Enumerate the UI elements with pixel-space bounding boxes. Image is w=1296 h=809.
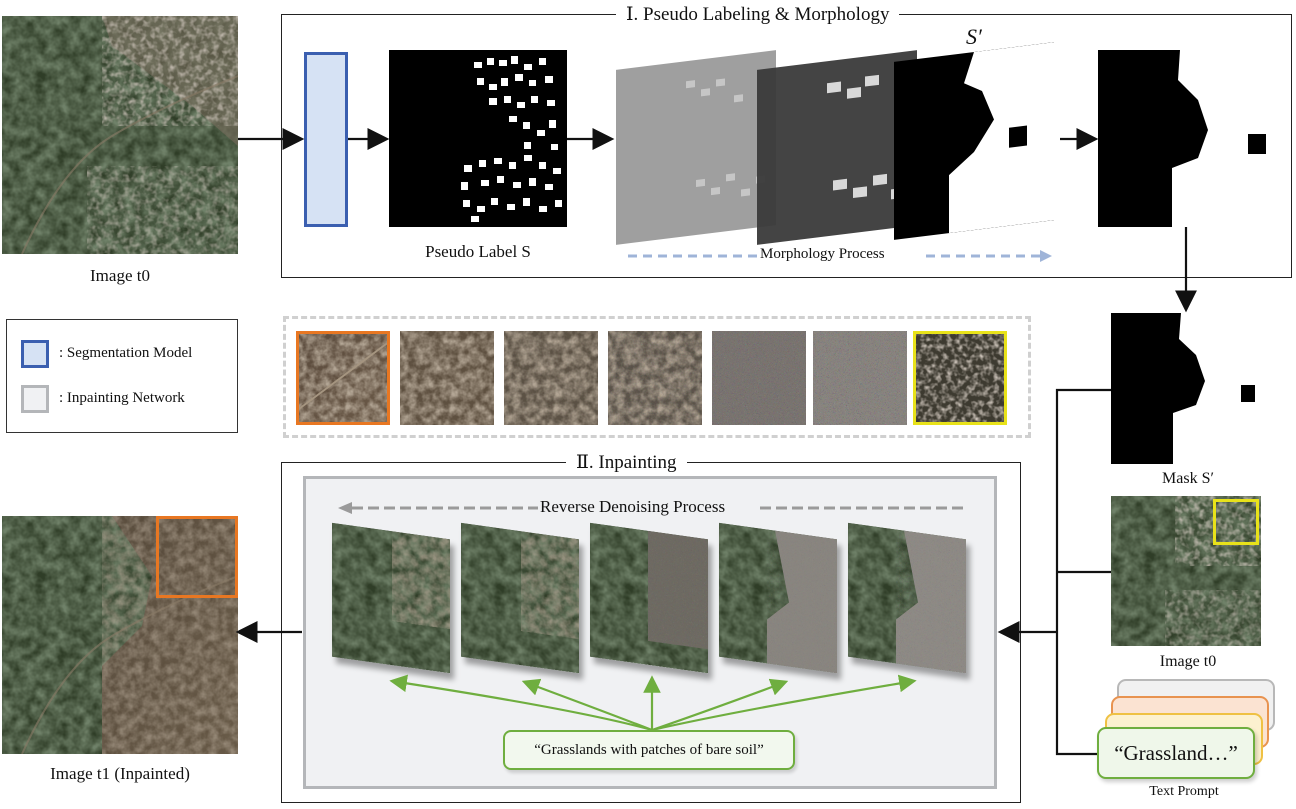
- mask-label: Mask S′: [1162, 470, 1214, 487]
- morphology-caption: Morphology Process: [760, 246, 885, 262]
- thumb-2: [400, 331, 494, 425]
- pseudo-label-caption: Pseudo Label S: [425, 242, 531, 261]
- image-t0-left-label: Image t0: [90, 266, 150, 285]
- morphology-dash-arrows: [628, 250, 1052, 262]
- legend-box: : Segmentation Model : Inpainting Networ…: [6, 319, 238, 433]
- legend-inp-text: : Inpainting Network: [59, 390, 185, 406]
- thumb-6: [813, 331, 907, 425]
- denoise-step-4: [719, 522, 837, 674]
- source-highlight-yellow: [1213, 499, 1259, 545]
- image-t0-right: [1111, 496, 1261, 646]
- thumb-7-yellow: [913, 331, 1007, 425]
- mask-s-prime-right: [1111, 313, 1261, 464]
- prompt-short-text: “Grassland…”: [1114, 741, 1238, 765]
- thumb-3: [504, 331, 598, 425]
- thumb-5: [712, 331, 806, 425]
- image-t1-label: Image t1 (Inpainted): [50, 764, 190, 783]
- reverse-denoising-caption: Reverse Denoising Process: [540, 497, 726, 516]
- thumbnail-strip-frame: [283, 316, 1031, 438]
- legend-seg-text: : Segmentation Model: [59, 345, 193, 361]
- text-prompt-label: Text Prompt: [1149, 784, 1219, 799]
- denoise-step-3: [590, 522, 708, 674]
- stage2-title: Ⅱ. Inpainting: [566, 451, 687, 474]
- morphology-panel-3: [894, 42, 1054, 240]
- image-t1-inpainted: [2, 516, 238, 754]
- pseudo-label-image: [389, 50, 567, 227]
- prompt-text-box: “Grasslands with patches of bare soil”: [503, 730, 795, 770]
- legend-inp-swatch: [21, 385, 49, 413]
- refined-mask-stage1: [1098, 50, 1274, 227]
- denoise-step-1: [332, 522, 450, 674]
- image-t0-right-label: Image t0: [1159, 653, 1217, 670]
- inpainted-highlight-orange: [156, 516, 238, 598]
- image-t0-left: [2, 16, 238, 254]
- s-prime-label: S′: [966, 24, 982, 49]
- prompt-card-green: “Grassland…”: [1097, 727, 1255, 779]
- legend-seg-swatch: [21, 340, 49, 368]
- prompt-arrows: [389, 674, 917, 732]
- stage1-title: Ⅰ. Pseudo Labeling & Morphology: [616, 3, 900, 26]
- thumb-4: [608, 331, 702, 425]
- reverse-dash-arrow: [338, 502, 964, 514]
- denoise-step-5: [848, 522, 966, 674]
- denoise-step-2: [461, 522, 579, 674]
- thumb-1-orange: [296, 331, 390, 425]
- segmentation-model-block: [304, 52, 348, 227]
